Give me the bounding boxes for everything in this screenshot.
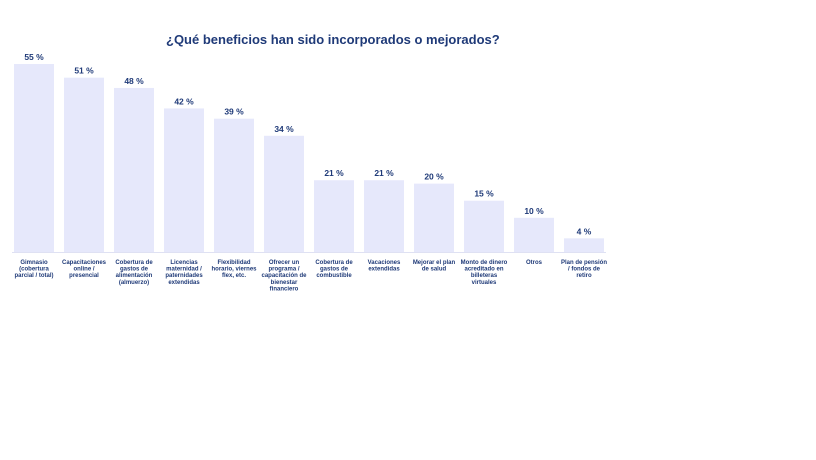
data-label-2: 51 % — [74, 66, 94, 76]
category-label-line: Cobertura de — [115, 260, 153, 266]
category-label-line: Licencias — [170, 260, 198, 266]
category-label-line: horario, viernes — [211, 267, 257, 273]
data-label-12: 4 % — [577, 226, 592, 236]
category-label-6: Ofrecer un programa / capacitación de biene… — [261, 260, 307, 292]
category-label-line: programa / — [268, 267, 299, 273]
chart-title: ¿Qué beneficios han sido incorporados o … — [166, 32, 500, 47]
category-label-12: Plan de pensión / fondos de retiro — [561, 260, 607, 279]
data-label-8: 21 % — [374, 168, 394, 178]
bar-9 — [414, 183, 454, 252]
category-label-line: (cobertura — [19, 267, 49, 273]
category-label-line: online / — [74, 267, 95, 273]
bar-6 — [264, 135, 304, 252]
category-label-line: / fondos de — [568, 267, 601, 273]
category-label-line: flex, etc. — [222, 273, 246, 279]
category-label-line: Plan de pensión — [561, 260, 607, 266]
category-label-line: parcial / total) — [14, 273, 53, 279]
category-label-line: Flexibilidad — [217, 260, 250, 266]
bar-12 — [564, 238, 604, 252]
category-label-line: capacitación de — [261, 273, 307, 279]
category-label-line: extendidas — [368, 267, 400, 273]
category-label-line: Monto de dinero — [461, 260, 508, 266]
category-label-line: Gimnasio — [20, 260, 48, 266]
category-label-line: gastos de — [320, 267, 349, 273]
category-label-11: Otros — [526, 260, 543, 266]
bar-8 — [364, 180, 404, 252]
category-label-10: Monto de dinero acreditado en billeteras vi… — [461, 260, 508, 286]
category-label-line: retiro — [576, 273, 592, 279]
category-label-line: de salud — [422, 267, 447, 273]
data-label-6: 34 % — [274, 124, 294, 134]
bar-10 — [464, 200, 504, 252]
category-label-1: Gimnasio (cobertura parcial / total) — [14, 260, 53, 279]
data-label-9: 20 % — [424, 172, 444, 182]
category-label-5: Flexibilidad horario, viernes flex, etc. — [211, 260, 257, 279]
data-label-5: 39 % — [224, 107, 244, 117]
bar-3 — [114, 87, 154, 252]
category-label-3: Cobertura de gastos de alimentación (almuer… — [115, 260, 153, 286]
category-label-line: alimentación — [116, 273, 153, 279]
bar-2 — [64, 77, 104, 252]
data-label-4: 42 % — [174, 96, 194, 106]
category-label-2: Capacitaciones online / presencial — [62, 260, 107, 279]
bar-7 — [314, 180, 354, 252]
category-label-line: billeteras — [471, 273, 498, 279]
category-label-7: Cobertura de gastos de combustible — [315, 260, 353, 279]
category-label-line: bienestar — [271, 280, 298, 286]
data-label-10: 15 % — [474, 189, 494, 199]
data-label-3: 48 % — [124, 76, 144, 86]
category-label-line: financiero — [270, 286, 299, 292]
category-label-line: Vacaciones — [368, 260, 401, 266]
category-label-line: presencial — [69, 273, 99, 279]
category-label-4: Licencias maternidad / paternidades extendi… — [165, 260, 203, 286]
category-label-line: Otros — [526, 260, 543, 266]
category-label-line: Capacitaciones — [62, 260, 107, 266]
category-label-line: (almuerzo) — [119, 280, 149, 286]
category-label-line: combustible — [316, 273, 352, 279]
category-label-line: extendidas — [168, 280, 200, 286]
bar-11 — [514, 217, 554, 252]
category-label-line: Ofrecer un — [269, 260, 300, 266]
bar-5 — [214, 118, 254, 252]
category-label-line: virtuales — [472, 280, 497, 286]
category-label-9: Mejorar el plan de salud — [413, 260, 456, 273]
bar-1 — [14, 64, 54, 252]
category-label-line: Mejorar el plan — [413, 260, 456, 266]
category-label-line: Cobertura de — [315, 260, 353, 266]
category-label-line: maternidad / — [166, 267, 202, 273]
category-label-line: gastos de — [120, 267, 149, 273]
data-label-1: 55 % — [24, 52, 44, 62]
data-label-11: 10 % — [524, 206, 544, 216]
category-label-line: paternidades — [165, 273, 203, 279]
category-label-line: acreditado en — [464, 267, 503, 273]
data-label-7: 21 % — [324, 168, 344, 178]
bar-4 — [164, 108, 204, 252]
category-label-8: Vacaciones extendidas — [368, 260, 401, 273]
